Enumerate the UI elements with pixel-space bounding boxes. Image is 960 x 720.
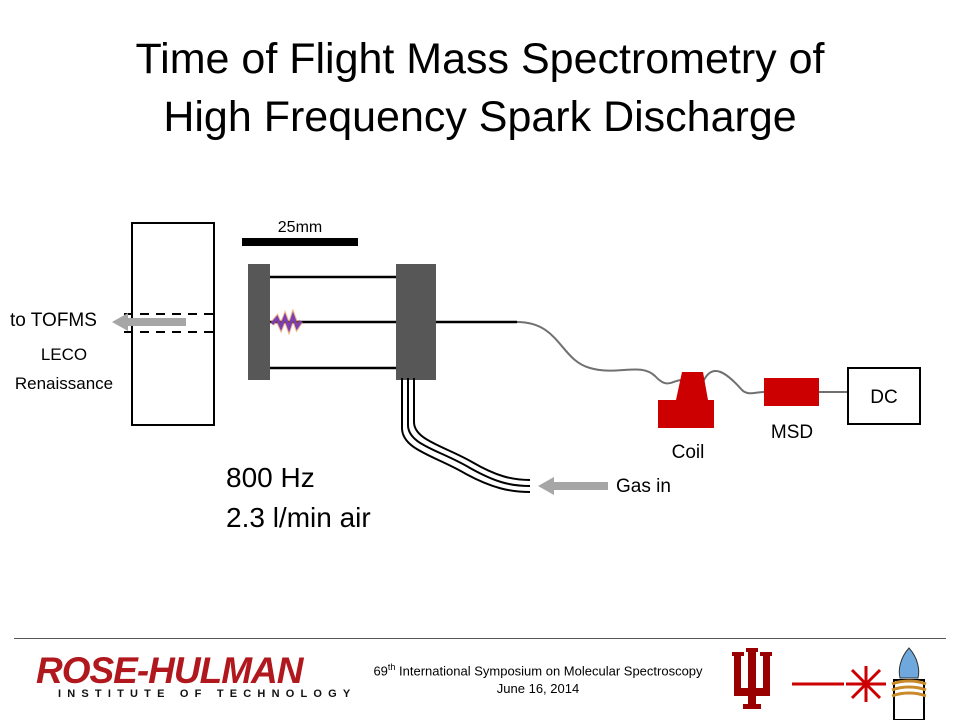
- coil-label: Coil: [672, 442, 705, 463]
- symposium-title: 69th International Symposium on Molecula…: [300, 658, 776, 680]
- slide-title: Time of Flight Mass Spectrometry of High…: [0, 30, 960, 146]
- plasma-torch-icon: [891, 647, 927, 720]
- scale-bar: [242, 238, 358, 246]
- footer-logos: [732, 647, 927, 720]
- leco-label: LECO: [41, 345, 87, 364]
- to-tofms-label: to TOFMS: [10, 310, 97, 331]
- gas-tube-inner: [401, 378, 531, 493]
- scale-bar-label: 25mm: [278, 219, 322, 236]
- footer-divider: [14, 638, 946, 639]
- symposium-info: 69th International Symposium on Molecula…: [300, 658, 776, 698]
- gas-tube-middle: [413, 378, 531, 481]
- to-tofms-arrow-head: [112, 313, 128, 331]
- wire-to-coil: [516, 321, 683, 385]
- logo-subtitle: INSTITUTE OF TECHNOLOGY: [58, 688, 357, 700]
- wire-coil-to-msd: [702, 370, 765, 395]
- electrode-right: [396, 264, 436, 380]
- gas-in-label: Gas in: [616, 476, 671, 497]
- operating-parameters: 800 Hz 2.3 l/min air: [226, 458, 371, 538]
- spark-icon: [270, 311, 303, 333]
- rose-hulman-logo: ROSE-HULMAN INSTITUTE OF TECHNOLOGY: [36, 650, 357, 701]
- symposium-number: 69: [373, 663, 388, 679]
- laser-star-icon: [846, 666, 886, 702]
- msd-box: [764, 378, 819, 406]
- frequency-value: 800 Hz: [226, 462, 315, 493]
- symposium-name: International Symposium on Molecular Spe…: [395, 663, 703, 679]
- electrode-left: [248, 264, 270, 380]
- gas-in-arrow-head: [538, 477, 554, 495]
- title-line-2: High Frequency Spark Discharge: [163, 93, 797, 141]
- title-line-1: Time of Flight Mass Spectrometry of: [135, 35, 825, 83]
- symposium-date: June 16, 2014: [496, 681, 580, 697]
- flow-value: 2.3 l/min air: [226, 502, 371, 533]
- dc-supply-box: [847, 367, 921, 425]
- indiana-university-icon: [732, 648, 772, 709]
- dc-label: DC: [870, 387, 897, 408]
- gas-tube-outer: [407, 378, 531, 487]
- coil-icon: [658, 372, 714, 428]
- spark-discharge-diagram: to TOFMS LECO Renaissance 25mm Coil MSD …: [10, 219, 921, 497]
- msd-label: MSD: [771, 422, 813, 443]
- logo-wordmark: ROSE-HULMAN: [36, 650, 303, 691]
- symposium-suffix: th: [387, 662, 396, 672]
- renaissance-label: Renaissance: [15, 374, 113, 393]
